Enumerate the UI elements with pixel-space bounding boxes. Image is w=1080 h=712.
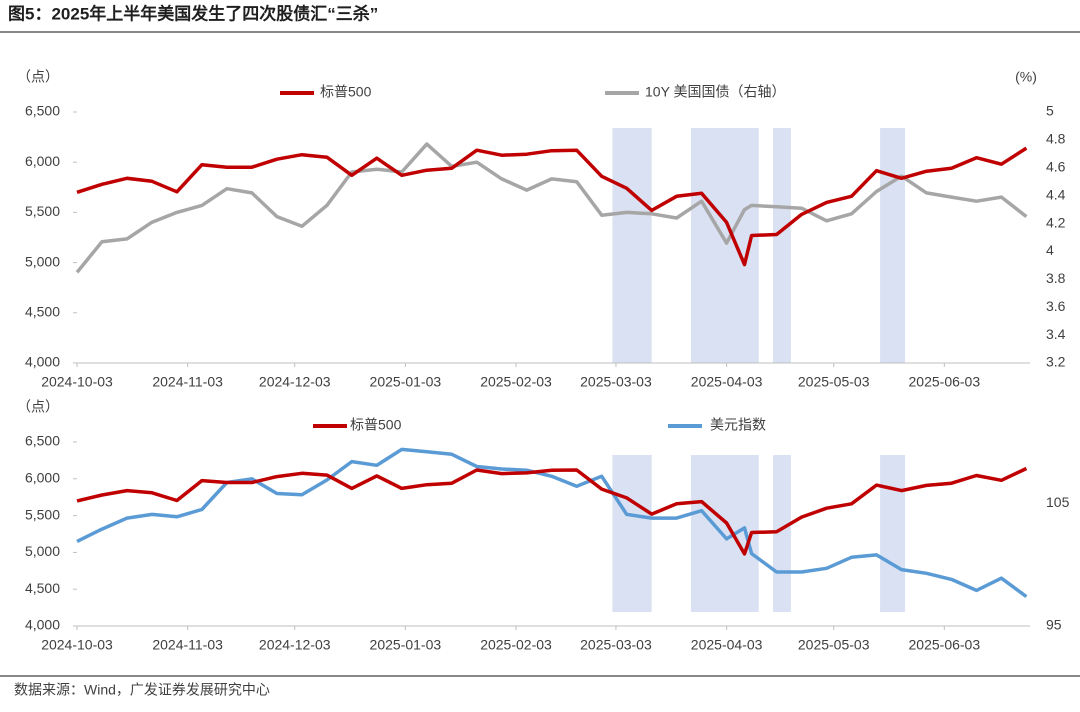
x-tick-label: 2025-03-03 — [580, 637, 652, 653]
y-tick-label: 6,500 — [25, 433, 60, 449]
y-tick-label: 6,000 — [25, 470, 60, 486]
x-tick-label: 2025-03-03 — [580, 374, 652, 390]
x-tick-label: 2025-02-03 — [480, 374, 552, 390]
x-tick-label: 2025-06-03 — [909, 637, 981, 653]
x-tick-label: 2024-10-03 — [41, 374, 113, 390]
series-line — [76, 447, 1028, 599]
y-tick-label: 4,000 — [25, 354, 60, 370]
source-note: 数据来源：Wind，广发证券发展研究中心 — [14, 682, 270, 698]
y2-tick-label: 4.6 — [1046, 158, 1066, 174]
legend-label: 10Y 美国国债（右轴） — [645, 84, 786, 100]
series-line — [76, 466, 1028, 556]
x-tick-label: 2025-05-03 — [798, 374, 870, 390]
x-tick-label: 2024-12-03 — [259, 374, 331, 390]
shaded-period — [880, 455, 906, 612]
y-tick-label: 5,500 — [25, 203, 60, 219]
x-tick-label: 2025-02-03 — [480, 637, 552, 653]
x-tick-label: 2025-04-03 — [691, 374, 763, 390]
y-axis-label: （点） — [17, 69, 59, 85]
series-line — [76, 146, 1028, 267]
y-tick-label: 5,000 — [25, 543, 60, 559]
y-tick-label: 4,000 — [25, 617, 60, 633]
y2-tick-label: 3.8 — [1046, 270, 1066, 286]
y2-tick-label: 3.2 — [1046, 354, 1066, 370]
y2-tick-label: 4 — [1046, 242, 1054, 258]
x-tick-label: 2025-06-03 — [909, 374, 981, 390]
y2-tick-label: 3.6 — [1046, 298, 1066, 314]
y-tick-label: 5,000 — [25, 253, 60, 269]
shaded-period — [880, 128, 906, 363]
x-tick-label: 2025-04-03 — [691, 637, 763, 653]
x-tick-label: 2024-11-03 — [152, 374, 223, 390]
y2-tick-label: 5 — [1046, 103, 1054, 119]
legend-label: 标普500 — [320, 84, 372, 100]
x-tick-label: 2024-10-03 — [41, 637, 113, 653]
y2-tick-label: 3.4 — [1046, 326, 1066, 342]
y-tick-label: 4,500 — [25, 304, 60, 320]
shaded-period — [612, 128, 652, 363]
shaded-period — [773, 128, 791, 363]
x-tick-label: 2024-11-03 — [152, 637, 223, 653]
y2-tick-label: 95 — [1046, 617, 1062, 633]
shaded-period — [612, 455, 652, 612]
y2-axis-label: (%) — [1015, 69, 1037, 85]
shaded-period — [690, 455, 759, 612]
x-tick-label: 2024-12-03 — [259, 637, 331, 653]
y2-tick-label: 4.2 — [1046, 214, 1066, 230]
y-tick-label: 6,500 — [25, 103, 60, 119]
series-line — [75, 142, 1028, 274]
y2-tick-label: 4.4 — [1046, 186, 1066, 202]
y2-tick-label: 105 — [1046, 494, 1070, 510]
legend-label: 美元指数 — [710, 417, 766, 433]
x-tick-label: 2025-01-03 — [370, 374, 442, 390]
y-axis-label: （点） — [17, 399, 59, 415]
x-tick-label: 2025-05-03 — [798, 637, 870, 653]
y-tick-label: 6,000 — [25, 153, 60, 169]
chart-title: 图5：2025年上半年美国发生了四次股债汇“三杀” — [8, 3, 378, 23]
y2-tick-label: 4.8 — [1046, 131, 1066, 147]
x-tick-label: 2025-01-03 — [370, 637, 442, 653]
y-tick-label: 4,500 — [25, 580, 60, 596]
y-tick-label: 5,500 — [25, 506, 60, 522]
legend-label: 标普500 — [350, 417, 402, 433]
